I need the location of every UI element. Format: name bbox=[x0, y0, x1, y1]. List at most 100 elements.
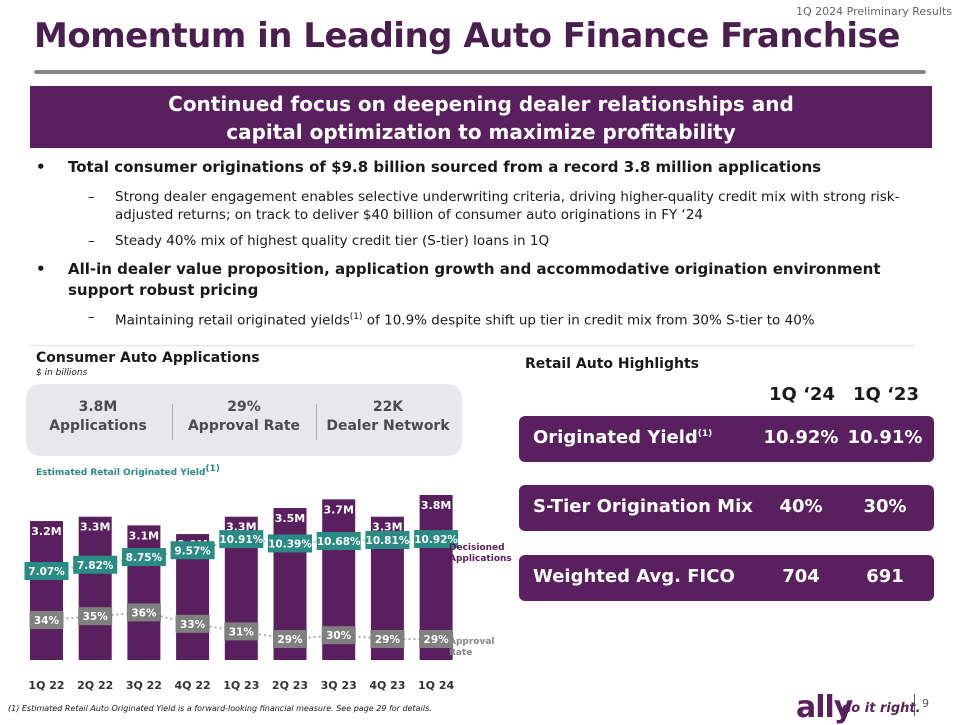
approval-rate-marker bbox=[370, 630, 405, 648]
bar-value-label: 3.7M bbox=[323, 503, 353, 516]
dash-icon: – bbox=[88, 189, 95, 205]
bullet-dot-icon: • bbox=[36, 158, 46, 176]
bar-value-label: 3.2M bbox=[31, 525, 61, 538]
yield-series-label: Estimated Retail Originated Yield(1) bbox=[36, 464, 220, 478]
applications-units: $ in billions bbox=[36, 368, 88, 378]
yield-marker bbox=[268, 534, 312, 553]
applications-title: Consumer Auto Applications bbox=[36, 350, 260, 366]
footnote: (1) Estimated Retail Auto Originated Yie… bbox=[8, 704, 432, 713]
highlight-label: Weighted Avg. FICO bbox=[533, 566, 735, 587]
highlight-row-originated-yield: Originated Yield(1) 10.92% 10.91% bbox=[519, 416, 934, 462]
yield-label: 8.75% bbox=[126, 552, 163, 564]
report-tag: 1Q 2024 Preliminary Results bbox=[796, 5, 952, 18]
legend-approval-line-1: Approval bbox=[449, 637, 495, 647]
approval-rate-label: 31% bbox=[229, 626, 255, 638]
banner: Continued focus on deepening dealer rela… bbox=[30, 86, 932, 148]
highlight-value-1q24: 10.92% bbox=[763, 427, 839, 448]
x-tick-label: 1Q 23 bbox=[223, 679, 259, 692]
stat-dealer-network: 22K Dealer Network bbox=[326, 399, 450, 434]
approval-rate-marker bbox=[224, 622, 259, 641]
sub-bullet-text: Maintaining retail originated yields(1) … bbox=[115, 312, 815, 329]
x-tick-label: 1Q 22 bbox=[28, 679, 64, 692]
yield-label: 10.91% bbox=[219, 534, 263, 546]
approval-rate-marker bbox=[321, 626, 356, 645]
x-tick-label: 4Q 23 bbox=[369, 679, 405, 692]
highlight-row-stier-mix: S-Tier Origination Mix 40% 30% bbox=[519, 485, 934, 531]
logo-tagline: do it right. bbox=[842, 701, 921, 716]
dash-icon: – bbox=[88, 309, 95, 325]
approval-rate-label: 29% bbox=[424, 634, 450, 646]
highlights-col-1q24: 1Q ‘24 bbox=[769, 384, 835, 405]
approval-rate-label: 34% bbox=[34, 615, 60, 627]
application-bar bbox=[127, 525, 161, 660]
highlight-value-1q23: 10.91% bbox=[847, 427, 923, 448]
approval-rate-label: 33% bbox=[180, 619, 206, 631]
approval-rate-label: 36% bbox=[131, 607, 157, 619]
logo-divider bbox=[914, 694, 915, 716]
x-tick-label: 2Q 22 bbox=[77, 679, 113, 692]
x-tick-label: 3Q 22 bbox=[126, 679, 162, 692]
highlight-value-1q24: 704 bbox=[782, 566, 820, 587]
approval-rate-label: 29% bbox=[277, 634, 303, 646]
section-divider bbox=[30, 345, 915, 346]
bar-value-label: 3.8M bbox=[421, 499, 451, 512]
x-tick-label: 3Q 23 bbox=[321, 679, 357, 692]
bullet-dot-icon: • bbox=[36, 260, 46, 278]
approval-rate-label: 35% bbox=[83, 611, 109, 623]
highlights-title: Retail Auto Highlights bbox=[525, 356, 699, 372]
stat-approval-rate: 29% Approval Rate bbox=[187, 399, 301, 434]
bullet-text: All-in dealer value proposition, applica… bbox=[68, 260, 881, 299]
stat-divider bbox=[316, 404, 317, 440]
stat-divider bbox=[172, 404, 173, 440]
bar-value-label: 3.1M bbox=[129, 529, 159, 542]
banner-line-2: capital optimization to maximize profita… bbox=[226, 120, 736, 144]
ally-logo: ally bbox=[796, 690, 853, 725]
approval-rate-marker bbox=[175, 614, 210, 633]
approval-rate-marker bbox=[273, 630, 307, 648]
bar-value-label: 3.5M bbox=[275, 512, 305, 525]
yield-marker bbox=[73, 555, 118, 574]
yield-label: 10.39% bbox=[268, 538, 312, 550]
yield-marker bbox=[121, 548, 166, 567]
yield-label: 10.92% bbox=[414, 534, 458, 546]
title-divider bbox=[34, 70, 926, 74]
legend-decisioned-line-2: Applications bbox=[449, 554, 512, 564]
yield-marker bbox=[316, 532, 361, 551]
bar-value-label: 3.3M bbox=[80, 521, 110, 534]
approval-rate-marker bbox=[126, 603, 161, 622]
yield-marker bbox=[414, 530, 459, 549]
page-title: Momentum in Leading Auto Finance Franchi… bbox=[34, 16, 900, 56]
sub-bullet-text: Steady 40% mix of highest quality credit… bbox=[115, 233, 550, 249]
yield-label: 10.68% bbox=[317, 536, 361, 548]
bar-value-label: 3.3M bbox=[372, 521, 402, 534]
bullet-text: Total consumer originations of $9.8 bill… bbox=[68, 158, 822, 176]
yield-marker bbox=[24, 562, 69, 580]
approval-rate-label: 29% bbox=[375, 634, 401, 646]
approval-rate-marker bbox=[78, 607, 113, 626]
dash-icon: – bbox=[88, 233, 95, 249]
highlights-col-1q23: 1Q ‘23 bbox=[853, 384, 919, 405]
yield-marker bbox=[170, 541, 215, 560]
x-tick-label: 4Q 22 bbox=[175, 679, 211, 692]
highlight-label: Originated Yield(1) bbox=[533, 427, 713, 448]
stat-applications: 3.8M Applications bbox=[49, 399, 147, 434]
approval-rate-label: 30% bbox=[326, 630, 352, 642]
sub-bullet-text: Strong dealer engagement enables selecti… bbox=[115, 189, 900, 223]
application-bar bbox=[78, 516, 112, 660]
highlight-label: S-Tier Origination Mix bbox=[533, 496, 753, 517]
yield-label: 7.82% bbox=[77, 560, 114, 572]
x-tick-label: 2Q 23 bbox=[272, 679, 308, 692]
highlight-value-1q23: 30% bbox=[863, 496, 907, 517]
highlight-value-1q24: 40% bbox=[779, 496, 823, 517]
approval-rate-marker bbox=[419, 630, 454, 648]
applications-stats-box: 3.8M Applications 29% Approval Rate 22K Dea… bbox=[26, 384, 462, 456]
banner-line-1: Continued focus on deepening dealer rela… bbox=[168, 92, 794, 116]
legend-decisioned-line-1: Decisioned bbox=[449, 543, 505, 553]
approval-rate-marker bbox=[29, 611, 64, 629]
x-tick-label: 1Q 24 bbox=[418, 679, 454, 692]
yield-label: 10.81% bbox=[366, 535, 410, 547]
application-bar bbox=[30, 521, 63, 660]
highlight-row-fico: Weighted Avg. FICO 704 691 bbox=[519, 555, 934, 601]
yield-marker bbox=[365, 530, 410, 549]
